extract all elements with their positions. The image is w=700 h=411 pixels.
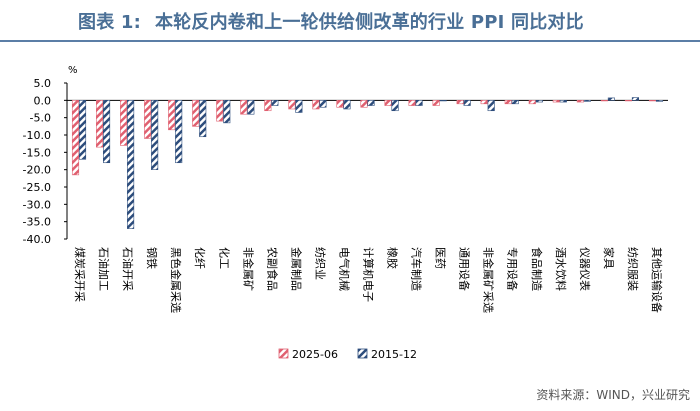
x-tick-label: 化纤 <box>193 247 207 269</box>
bar-2015-12-非金属矿采选 <box>487 100 495 112</box>
x-tick-label: 仪器仪表 <box>578 247 592 291</box>
y-tick-label: -35.0 <box>23 216 51 229</box>
bar-2015-12-化纤 <box>199 100 207 138</box>
bar-2025-06-金属制品 <box>288 100 296 110</box>
source-note: 资料来源：WIND，兴业研究 <box>536 388 690 402</box>
bar-2025-06-煤炭采开采 <box>71 100 80 176</box>
bar-2025-06-电气机械 <box>336 100 344 108</box>
x-tick-label: 其他运输设备 <box>650 247 664 313</box>
bar-2025-06-家具 <box>600 100 608 102</box>
bar-2025-06-石油开采 <box>120 100 128 146</box>
bar-2025-06-纺织服装 <box>624 100 632 102</box>
bar-2015-12-石油开采 <box>127 100 135 229</box>
x-tick-label: 酒水饮料 <box>554 247 568 291</box>
x-tick-label: 计算机电子 <box>362 247 376 302</box>
figure-title: 图表 1: 本轮反内卷和上一轮供给侧改革的行业 PPI 同比对比 <box>78 8 584 34</box>
x-tick-label: 通用设备 <box>458 247 472 291</box>
bar-2015-12-仪器仪表 <box>583 100 591 102</box>
bar-2025-06-专用设备 <box>504 100 512 105</box>
bar-2015-12-金属制品 <box>295 100 303 113</box>
bar-2015-12-农副食品 <box>271 100 279 106</box>
y-tick-label: 5.0 <box>34 77 52 90</box>
bar-2025-06-酒水饮料 <box>552 100 560 103</box>
bar-2025-06-纺织业 <box>312 100 320 110</box>
y-tick-label: 0.0 <box>34 94 52 107</box>
bar-2015-12-煤炭采开采 <box>78 100 87 160</box>
bar-2015-12-其他运输设备 <box>655 100 664 102</box>
legend-label-2015-12: 2015-12 <box>371 348 417 361</box>
bar-2025-06-黑色金属采选 <box>168 100 176 131</box>
bar-2015-12-橡胶 <box>391 100 399 112</box>
x-tick-label: 钢铁 <box>145 247 158 269</box>
x-tick-label: 专用设备 <box>506 247 520 291</box>
y-tick-label: -30.0 <box>23 198 51 211</box>
bar-2025-06-石油加工 <box>96 100 104 148</box>
y-tick-label: -25.0 <box>23 181 51 194</box>
x-tick-label: 汽车制造 <box>410 247 424 291</box>
bar-2015-12-酒水饮料 <box>559 100 567 103</box>
bar-2015-12-非金属矿 <box>247 100 255 115</box>
figure-title-text: 本轮反内卷和上一轮供给侧改革的行业 PPI 同比对比 <box>155 12 584 33</box>
bar-2015-12-化工 <box>223 100 231 124</box>
x-tick-label: 石油加工 <box>97 247 111 291</box>
bar-2015-12-食品制造 <box>535 100 543 103</box>
bar-2015-12-专用设备 <box>511 100 519 105</box>
bar-2015-12-黑色金属采选 <box>175 100 183 164</box>
bar-2015-12-家具 <box>607 97 615 101</box>
bar-2025-06-其他运输设备 <box>648 100 657 102</box>
bar-2015-12-医药 <box>439 100 447 102</box>
x-tick-label: 家具 <box>602 247 616 269</box>
x-tick-label: 纺织业 <box>313 247 327 280</box>
bar-2025-06-非金属矿 <box>240 100 248 115</box>
bar-2025-06-农副食品 <box>264 100 272 112</box>
x-tick-label: 化工 <box>217 247 231 269</box>
bar-2025-06-化工 <box>216 100 224 122</box>
bar-2015-12-钢铁 <box>151 100 159 170</box>
bar-2025-06-医药 <box>432 100 440 106</box>
bar-2015-12-通用设备 <box>463 100 471 106</box>
bar-2025-06-通用设备 <box>456 100 464 105</box>
y-tick-label: -10.0 <box>23 129 51 142</box>
bar-2025-06-非金属矿采选 <box>480 100 488 105</box>
bar-2025-06-化纤 <box>192 100 200 127</box>
bar-2015-12-电气机械 <box>343 100 351 110</box>
bar-2015-12-石油加工 <box>103 100 111 164</box>
bar-2015-12-纺织服装 <box>631 97 639 101</box>
bar-2015-12-汽车制造 <box>415 100 423 106</box>
bar-2015-12-计算机电子 <box>367 100 375 106</box>
bar-2015-12-纺织业 <box>319 100 327 108</box>
title-divider <box>0 40 700 42</box>
bar-2025-06-食品制造 <box>528 100 536 105</box>
y-tick-label: -5.0 <box>30 112 51 125</box>
x-tick-label: 黑色金属采选 <box>169 247 183 313</box>
legend-label-2025-06: 2025-06 <box>292 348 338 361</box>
x-tick-label: 农副食品 <box>265 247 279 291</box>
bar-2025-06-汽车制造 <box>408 100 416 106</box>
x-tick-label: 非金属矿 <box>241 247 255 291</box>
y-unit-label: % <box>68 65 78 76</box>
y-tick-label: -15.0 <box>23 146 51 159</box>
x-tick-label: 食品制造 <box>530 247 544 291</box>
bar-2025-06-橡胶 <box>384 100 392 106</box>
x-tick-label: 煤炭采开采 <box>73 247 86 302</box>
x-tick-label: 金属制品 <box>289 247 303 291</box>
x-tick-label: 纺织服装 <box>626 247 640 291</box>
x-tick-label: 非金属矿采选 <box>482 247 496 313</box>
x-tick-label: 石油开采 <box>121 247 135 291</box>
bar-2025-06-钢铁 <box>144 100 152 139</box>
y-tick-label: -20.0 <box>23 164 51 177</box>
y-tick-label: -40.0 <box>23 233 51 246</box>
x-tick-label: 医药 <box>434 247 447 269</box>
x-tick-label: 橡胶 <box>386 247 400 269</box>
x-tick-label: 电气机械 <box>337 247 351 291</box>
legend-swatch-2025-06 <box>278 348 289 359</box>
figure-label: 图表 1: <box>78 12 141 33</box>
bar-2025-06-计算机电子 <box>360 100 368 108</box>
legend-swatch-2015-12 <box>357 348 368 359</box>
bar-2025-06-仪器仪表 <box>576 100 584 103</box>
